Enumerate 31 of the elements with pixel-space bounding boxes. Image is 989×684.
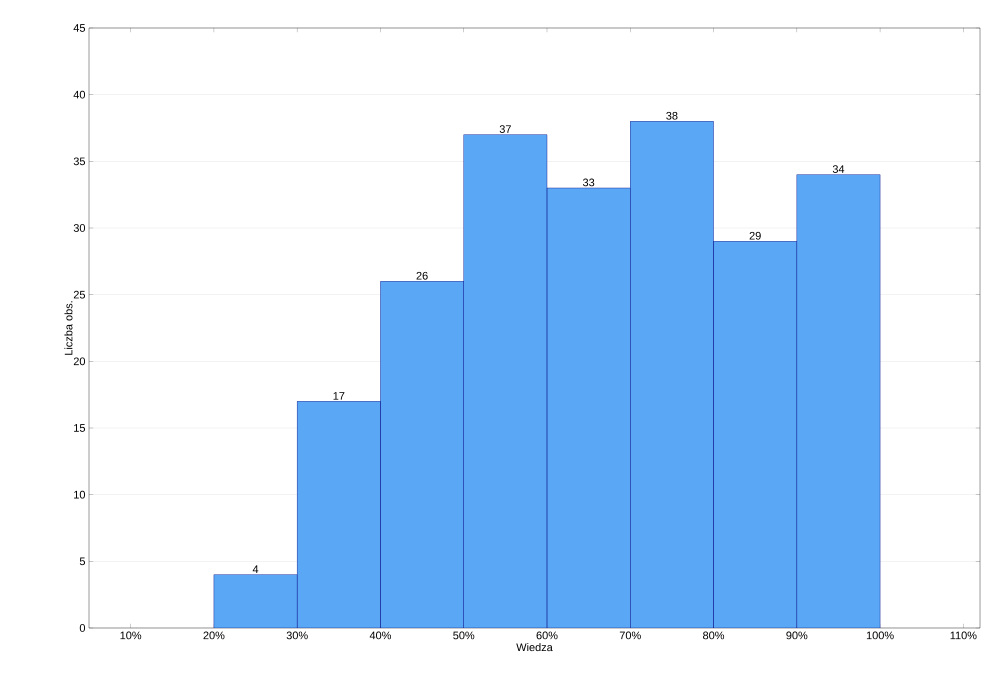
x-tick-label: 70% [620, 632, 641, 640]
y-tick-label: 30 [74, 224, 86, 232]
x-tick-label: 100% [866, 632, 894, 640]
data-label: 26 [416, 272, 428, 280]
y-axis-title: Liczba obs. [64, 301, 72, 355]
x-axis-title: Wiedza [516, 643, 553, 652]
data-label: 38 [666, 112, 678, 120]
data-label: 17 [334, 392, 344, 400]
y-tick-label: 10 [74, 490, 86, 499]
y-tick-label: 20 [74, 357, 86, 366]
data-label: 4 [252, 565, 258, 573]
data-label: 29 [750, 232, 761, 240]
y-tick-label: 40 [74, 90, 86, 99]
x-tick-label: 80% [703, 632, 724, 640]
y-tick-label: 0 [80, 624, 86, 632]
data-label: 34 [832, 165, 844, 173]
x-tick-label: 30% [286, 632, 308, 640]
data-label: 37 [500, 125, 511, 133]
y-tick-label: 15 [74, 424, 86, 432]
x-tick-label: 10% [120, 632, 142, 640]
y-tick-label: 5 [80, 558, 86, 566]
x-tick-label: 110% [950, 632, 977, 640]
y-tick-label: 25 [74, 290, 86, 299]
y-tick-label: 45 [74, 24, 86, 32]
x-tick-label: 20% [203, 632, 224, 640]
x-tick-label: 60% [536, 632, 558, 640]
x-tick-label: 90% [786, 632, 808, 640]
y-tick-label: 35 [74, 157, 86, 166]
x-tick-label: 50% [453, 632, 474, 640]
x-tick-label: 40% [370, 632, 392, 640]
data-label: 33 [582, 178, 594, 186]
